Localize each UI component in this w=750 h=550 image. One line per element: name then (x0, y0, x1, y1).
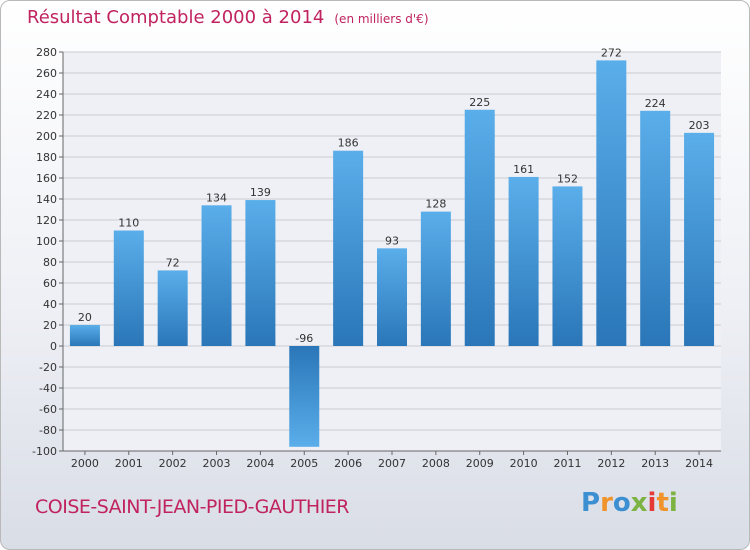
x-tick-label: 2005 (290, 457, 318, 470)
bar (552, 186, 583, 346)
x-tick-label: 2013 (641, 457, 669, 470)
logo-letter: i (668, 488, 678, 518)
data-label: 161 (513, 163, 534, 176)
x-tick-label: 2010 (510, 457, 538, 470)
x-tick-label: 2008 (422, 457, 450, 470)
y-tick-label: 260 (36, 67, 57, 80)
commune-name: COISE-SAINT-JEAN-PIED-GAUTHIER (35, 496, 350, 518)
data-label: 72 (166, 256, 180, 269)
bar (684, 132, 715, 346)
data-label: 272 (601, 46, 622, 59)
x-tick-label: 2004 (246, 457, 274, 470)
bar (245, 200, 276, 346)
bar (69, 325, 100, 346)
data-label: -96 (295, 332, 313, 345)
proxiti-logo: Proxiti (581, 488, 678, 518)
data-label: 128 (425, 198, 446, 211)
x-tick-label: 2001 (115, 457, 143, 470)
x-tick-label: 2006 (334, 457, 362, 470)
x-tick-label: 2002 (159, 457, 187, 470)
data-label: 139 (250, 186, 271, 199)
logo-letter: r (600, 488, 613, 518)
chart-title-text: Résultat Comptable 2000 à 2014 (27, 7, 325, 28)
x-tick-label: 2000 (71, 457, 99, 470)
y-tick-label: -20 (39, 361, 57, 374)
y-tick-label: -40 (39, 382, 57, 395)
y-tick-label: 60 (43, 277, 57, 290)
y-tick-label: 40 (43, 298, 57, 311)
x-tick-label: 2003 (203, 457, 231, 470)
data-label: 225 (469, 96, 490, 109)
y-tick-label: -100 (32, 445, 57, 458)
data-label: 203 (689, 119, 710, 132)
y-tick-label: 0 (50, 340, 57, 353)
x-tick-label: 2012 (597, 457, 625, 470)
y-tick-label: -80 (39, 424, 57, 437)
x-tick-label: 2014 (685, 457, 713, 470)
logo-letter: x (630, 488, 648, 518)
y-tick-label: 140 (36, 193, 57, 206)
bar (464, 109, 495, 346)
bar (508, 176, 539, 346)
bar (420, 211, 451, 346)
bar (113, 230, 144, 346)
y-tick-label: 100 (36, 235, 57, 248)
logo-letter: i (647, 488, 657, 518)
data-label: 134 (206, 191, 227, 204)
y-tick-label: 120 (36, 214, 57, 227)
data-label: 20 (78, 311, 92, 324)
x-tick-label: 2007 (378, 457, 406, 470)
logo-letter: o (612, 488, 631, 518)
y-tick-label: 280 (36, 46, 57, 59)
data-label: 93 (385, 234, 399, 247)
bar (157, 270, 188, 346)
bar (596, 60, 627, 347)
data-label: 110 (118, 217, 139, 230)
y-tick-label: 240 (36, 88, 57, 101)
y-tick-label: 180 (36, 151, 57, 164)
y-tick-label: 220 (36, 109, 57, 122)
bar (377, 248, 407, 346)
x-tick-label: 2009 (466, 457, 494, 470)
y-tick-label: 160 (36, 172, 57, 185)
y-tick-label: -60 (39, 403, 57, 416)
bar (333, 150, 364, 346)
bar (201, 205, 232, 346)
y-tick-label: 20 (43, 319, 57, 332)
data-label: 152 (557, 172, 578, 185)
y-tick-label: 200 (36, 130, 57, 143)
x-tick-label: 2011 (553, 457, 581, 470)
bar (640, 110, 671, 346)
y-tick-label: 80 (43, 256, 57, 269)
data-label: 186 (338, 137, 359, 150)
logo-letter: P (581, 488, 601, 518)
chart-title: Résultat Comptable 2000 à 2014 (en millie… (27, 7, 429, 28)
data-label: 224 (645, 97, 666, 110)
bar (289, 346, 320, 447)
logo-letter: t (656, 488, 669, 518)
chart-unit: (en milliers d'€) (334, 12, 429, 26)
